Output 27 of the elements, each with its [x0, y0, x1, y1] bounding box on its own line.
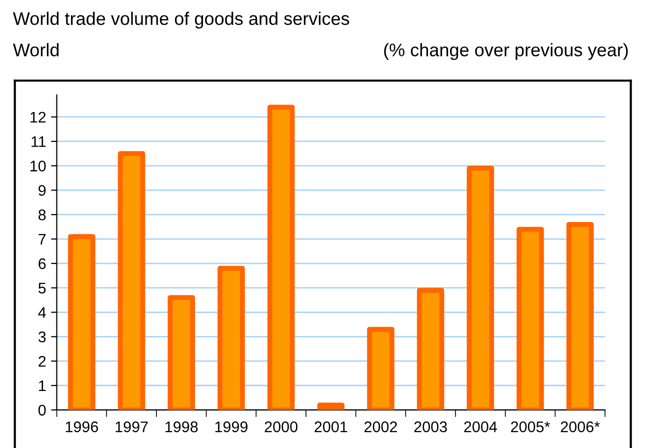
x-tick-label: 1996: [66, 421, 98, 432]
y-tick-label: 5: [38, 282, 46, 294]
x-tick-label: 2002: [364, 421, 397, 432]
x-tick-label: 2003: [414, 421, 447, 432]
y-tick-label: 1: [39, 380, 46, 392]
x-tick-label: 2005*: [511, 421, 550, 432]
y-tick-label: 12: [30, 112, 46, 122]
y-tick-label: 0: [38, 404, 46, 416]
x-tick-label: 2001: [314, 421, 348, 432]
x-tick-label: 2006*: [560, 421, 600, 432]
y-tick-label: 6: [38, 258, 46, 270]
x-tick-label: 2004: [464, 421, 497, 432]
y-tick-label: 7: [38, 234, 46, 245]
y-axis-title: (% change over previous year): [384, 43, 628, 60]
y-tick-label: 9: [38, 185, 46, 196]
y-tick-label: 11: [32, 136, 46, 147]
y-tick-label: 4: [38, 307, 46, 318]
y-tick-label: 2: [38, 356, 46, 367]
y-tick-label: 3: [38, 332, 46, 342]
chart-subtitle: World: [12, 43, 59, 56]
x-tick-label: 1998: [166, 421, 198, 432]
x-tick-label: 2000: [264, 421, 298, 432]
y-tick-label: 8: [38, 209, 46, 220]
x-tick-label: 1997: [116, 421, 148, 432]
y-tick-label: 10: [30, 160, 46, 172]
chart-title: World trade volume of goods and services: [12, 12, 350, 29]
x-tick-label: 1999: [215, 421, 248, 432]
